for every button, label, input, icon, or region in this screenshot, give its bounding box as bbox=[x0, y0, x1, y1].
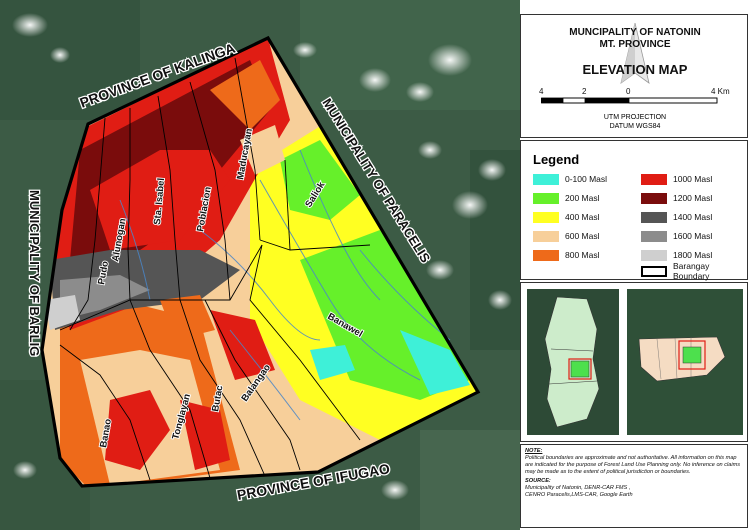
label-municipality-barlig: MUNICIPALITY OF BARLIG bbox=[27, 190, 42, 356]
legend-item: Barangay Boundary bbox=[641, 261, 747, 281]
scale-tick-2: 2 bbox=[582, 87, 587, 96]
legend-item: 1200 Masl bbox=[641, 192, 712, 204]
barangay-label-sta-isabel: Sta. Isabel bbox=[152, 177, 167, 225]
legend-swatch bbox=[641, 249, 667, 261]
legend-item: 200 Masl bbox=[533, 192, 600, 204]
barangay-boundaries bbox=[59, 57, 371, 481]
legend-item: 800 Masl bbox=[533, 249, 600, 261]
location-inset-panel bbox=[520, 282, 748, 442]
legend-label: 0-100 Masl bbox=[565, 174, 608, 184]
legend-panel: Legend 0-100 Masl 200 Masl 400 Masl 600 Mas… bbox=[520, 140, 748, 281]
source-line-1: Municipality of Natonin, DENR-CAR FMS , bbox=[525, 484, 631, 491]
legend-label: 1000 Masl bbox=[673, 174, 713, 184]
barangay-label-pudo: Pudo bbox=[96, 260, 111, 285]
legend-swatch bbox=[533, 173, 559, 185]
legend-item: 1000 Masl bbox=[641, 173, 712, 185]
legend-item: 1800 Masl bbox=[641, 249, 712, 261]
legend-label: 200 Masl bbox=[565, 193, 600, 203]
legend-item: 400 Masl bbox=[533, 211, 600, 223]
legend-label: 1600 Masl bbox=[673, 231, 713, 241]
legend-swatch bbox=[533, 192, 559, 204]
legend-title: Legend bbox=[533, 152, 580, 167]
map-title-province: MT. PROVINCE bbox=[599, 39, 671, 50]
legend-item: 0-100 Masl bbox=[533, 173, 607, 185]
legend-label: 1200 Masl bbox=[673, 193, 713, 203]
note-text-block: NOTE: Political boundaries are approxima… bbox=[525, 448, 745, 499]
legend-label: 600 Masl bbox=[565, 231, 600, 241]
north-arrow-icon bbox=[620, 23, 650, 84]
note-panel: NOTE: Political boundaries are approxima… bbox=[520, 444, 748, 528]
projection-label: UTM PROJECTION bbox=[603, 114, 667, 121]
datum-label: DATUM WGS84 bbox=[609, 123, 661, 130]
cloud-cover bbox=[12, 13, 512, 500]
legend-item: 600 Masl bbox=[533, 230, 600, 242]
legend-label: 1400 Masl bbox=[673, 212, 713, 222]
note-heading: NOTE: bbox=[525, 448, 543, 454]
streams bbox=[119, 149, 451, 421]
source-line-2: CENRO Paracelis,LMS-CAR, Google Earth bbox=[525, 491, 633, 498]
legend-label: 1800 Masl bbox=[673, 250, 713, 260]
inset-map-municipality bbox=[627, 289, 743, 435]
legend-swatch bbox=[641, 173, 667, 185]
legend-item: 1600 Masl bbox=[641, 230, 712, 242]
municipal-boundary bbox=[40, 35, 481, 488]
scale-bar bbox=[541, 97, 718, 104]
note-body: Political boundaries are approximate and… bbox=[525, 455, 741, 476]
title-panel: MUNCIPALITY OF NATONIN MT. PROVINCE ELEV… bbox=[520, 14, 748, 138]
legend-swatch bbox=[641, 265, 667, 277]
map-title-municipality: MUNCIPALITY OF NATONIN bbox=[569, 27, 701, 38]
legend-swatch bbox=[641, 230, 667, 242]
legend-item: 1400 Masl bbox=[641, 211, 712, 223]
scale-tick-4km: 4 Km bbox=[711, 87, 730, 96]
legend-label: Barangay Boundary bbox=[673, 261, 710, 281]
legend-swatch bbox=[533, 211, 559, 223]
scale-tick-0: 0 bbox=[626, 87, 631, 96]
legend-swatch bbox=[641, 192, 667, 204]
source-heading: SOURCE: bbox=[525, 477, 551, 484]
legend-label: 800 Masl bbox=[565, 250, 600, 260]
scale-tick-4: 4 bbox=[539, 87, 544, 96]
legend-swatch bbox=[641, 211, 667, 223]
legend-swatch bbox=[533, 230, 559, 242]
map-title: ELEVATION MAP bbox=[582, 62, 688, 77]
legend-label: 400 Masl bbox=[565, 212, 600, 222]
inset-map-province bbox=[527, 289, 619, 435]
legend-swatch bbox=[533, 249, 559, 261]
